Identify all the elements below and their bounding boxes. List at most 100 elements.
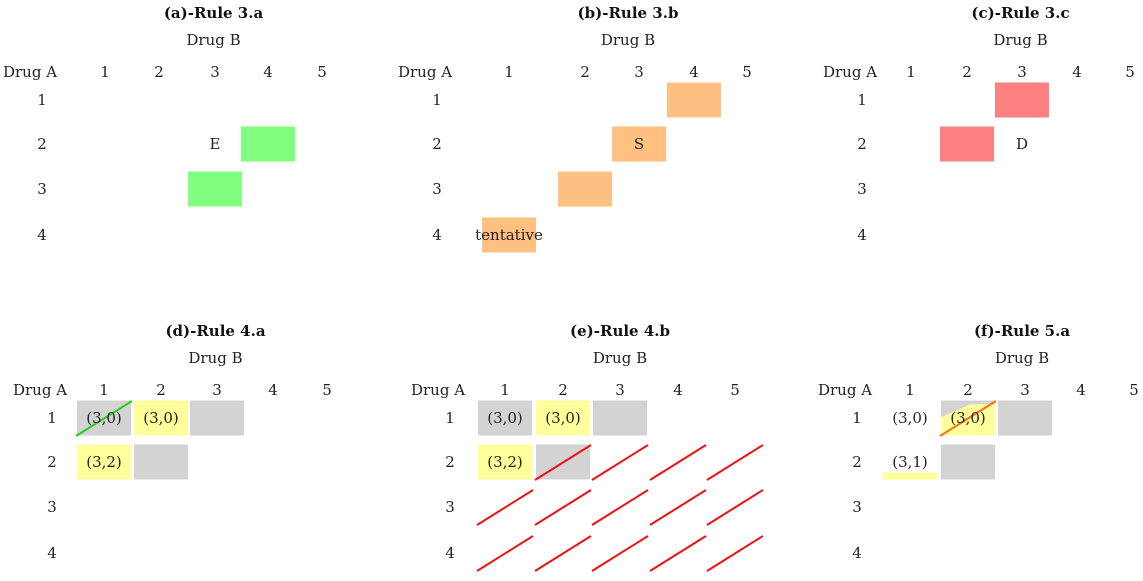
- row-tick: 1: [37, 91, 47, 109]
- cell-label: (3,0): [143, 409, 179, 427]
- excluded-dose-line: [476, 489, 534, 526]
- excluded-dose-line: [706, 444, 764, 481]
- column-tick: 1: [504, 63, 514, 81]
- column-tick: 5: [322, 381, 332, 399]
- grid-cell: [998, 400, 1052, 436]
- grid-cell: [134, 400, 188, 436]
- column-tick: 2: [156, 381, 166, 399]
- row-tick: 3: [445, 498, 455, 516]
- column-tick: 3: [615, 381, 625, 399]
- column-tick: 1: [100, 63, 110, 81]
- row-header: Drug A: [13, 381, 67, 399]
- column-tick: 4: [1072, 63, 1082, 81]
- row-tick: 2: [852, 453, 862, 471]
- row-tick: 3: [47, 498, 57, 516]
- row-tick: 4: [852, 544, 862, 562]
- cell-label: (3,0): [487, 409, 523, 427]
- cell-label: (3,2): [86, 453, 122, 471]
- column-tick: 3: [1020, 381, 1030, 399]
- row-tick: 4: [432, 226, 442, 244]
- panel-c: (c)-Rule 3.c Drug B Drug A 1 2 3 4 5 1 2 3 4 D: [823, 4, 1135, 244]
- panel-f: (f)-Rule 5.a Drug B Drug A 1 2 3 4 5 1 2 3 4 (3,0) (3…: [818, 322, 1139, 562]
- excluded-dose-line: [649, 444, 707, 481]
- panel-title: (c)-Rule 3.c: [971, 4, 1069, 22]
- cell-label: (3,0): [545, 409, 581, 427]
- panel-b: (b)-Rule 3.b Drug B Drug A 1 2 3 4 5 1 2 3 4 Stentat…: [398, 4, 752, 253]
- excluded-dose-line: [534, 489, 592, 526]
- grid-cell: [77, 444, 131, 480]
- excluded-dose-line: [649, 489, 707, 526]
- grid-cell: [593, 400, 647, 436]
- column-tick: 1: [500, 381, 510, 399]
- column-tick: 2: [962, 63, 972, 81]
- grid-cell: [478, 400, 532, 436]
- excluded-dose-line: [649, 535, 707, 572]
- panel-title: (b)-Rule 3.b: [578, 4, 679, 22]
- row-tick: 4: [445, 544, 455, 562]
- column-tick: 2: [963, 381, 973, 399]
- cell-label: (3,0): [892, 409, 928, 427]
- excluded-dose-line: [591, 535, 649, 572]
- column-tick: 4: [673, 381, 683, 399]
- row-tick: 1: [47, 409, 57, 427]
- grid-cell: [612, 126, 666, 162]
- panel-e: (e)-Rule 4.b Drug B Drug A 1 2 3 4 5 1 2 3 4 (3,0) (3…: [411, 322, 764, 572]
- column-tick: 3: [212, 381, 222, 399]
- cell-label: E: [210, 135, 221, 153]
- row-tick: 2: [857, 135, 867, 153]
- excluded-dose-line: [591, 489, 649, 526]
- excluded-dose-line: [591, 444, 649, 481]
- row-header: Drug A: [818, 381, 872, 399]
- excluded-dose-line: [75, 400, 133, 437]
- cell-label: (3,0): [86, 409, 122, 427]
- grid-cell: [667, 82, 721, 118]
- panel-d: (d)-Rule 4.a Drug B Drug A 1 2 3 4 5 1 2 3 4 (3,0) (3…: [13, 322, 332, 562]
- excluded-dose-line: [534, 444, 592, 481]
- grid-cell: [940, 126, 994, 162]
- panel-title: (e)-Rule 4.b: [570, 322, 670, 340]
- column-tick: 4: [689, 63, 699, 81]
- row-header: Drug A: [3, 63, 57, 81]
- cell-label: D: [1016, 135, 1028, 153]
- panel-title: (f)-Rule 5.a: [974, 322, 1070, 340]
- column-tick: 5: [1125, 63, 1135, 81]
- panel-title: (d)-Rule 4.a: [165, 322, 265, 340]
- row-tick: 2: [37, 135, 47, 153]
- row-tick: 4: [857, 226, 867, 244]
- column-tick: 4: [1076, 381, 1086, 399]
- grid-cell: [558, 171, 612, 207]
- grid-cell: [478, 444, 532, 480]
- column-tick: 2: [580, 63, 590, 81]
- column-tick: 1: [906, 63, 916, 81]
- row-header: Drug A: [398, 63, 452, 81]
- grid-cell: [134, 444, 188, 480]
- excluded-dose-line: [534, 535, 592, 572]
- row-tick: 2: [47, 453, 57, 471]
- grid-cell: [188, 171, 242, 207]
- cell-label: tentative: [475, 226, 543, 244]
- grid-cell: [995, 82, 1049, 118]
- column-tick: 1: [99, 381, 109, 399]
- cell-label: (3,1): [892, 453, 928, 471]
- column-tick: 5: [1129, 381, 1139, 399]
- column-tick: 5: [317, 63, 327, 81]
- excluded-dose-line: [706, 535, 764, 572]
- partial-highlight: [883, 472, 937, 480]
- column-tick: 5: [742, 63, 752, 81]
- row-tick: 4: [37, 226, 47, 244]
- column-header: Drug B: [995, 349, 1049, 367]
- row-tick: 1: [445, 409, 455, 427]
- column-tick: 4: [263, 63, 273, 81]
- row-tick: 3: [857, 180, 867, 198]
- row-tick: 2: [445, 453, 455, 471]
- column-tick: 3: [210, 63, 220, 81]
- grid-cell: [482, 217, 536, 253]
- row-header: Drug A: [411, 381, 465, 399]
- grid-cell: [241, 126, 295, 162]
- column-tick: 2: [154, 63, 164, 81]
- column-tick: 2: [558, 381, 568, 399]
- column-tick: 1: [905, 381, 915, 399]
- column-header: Drug B: [601, 31, 655, 49]
- row-tick: 1: [432, 91, 442, 109]
